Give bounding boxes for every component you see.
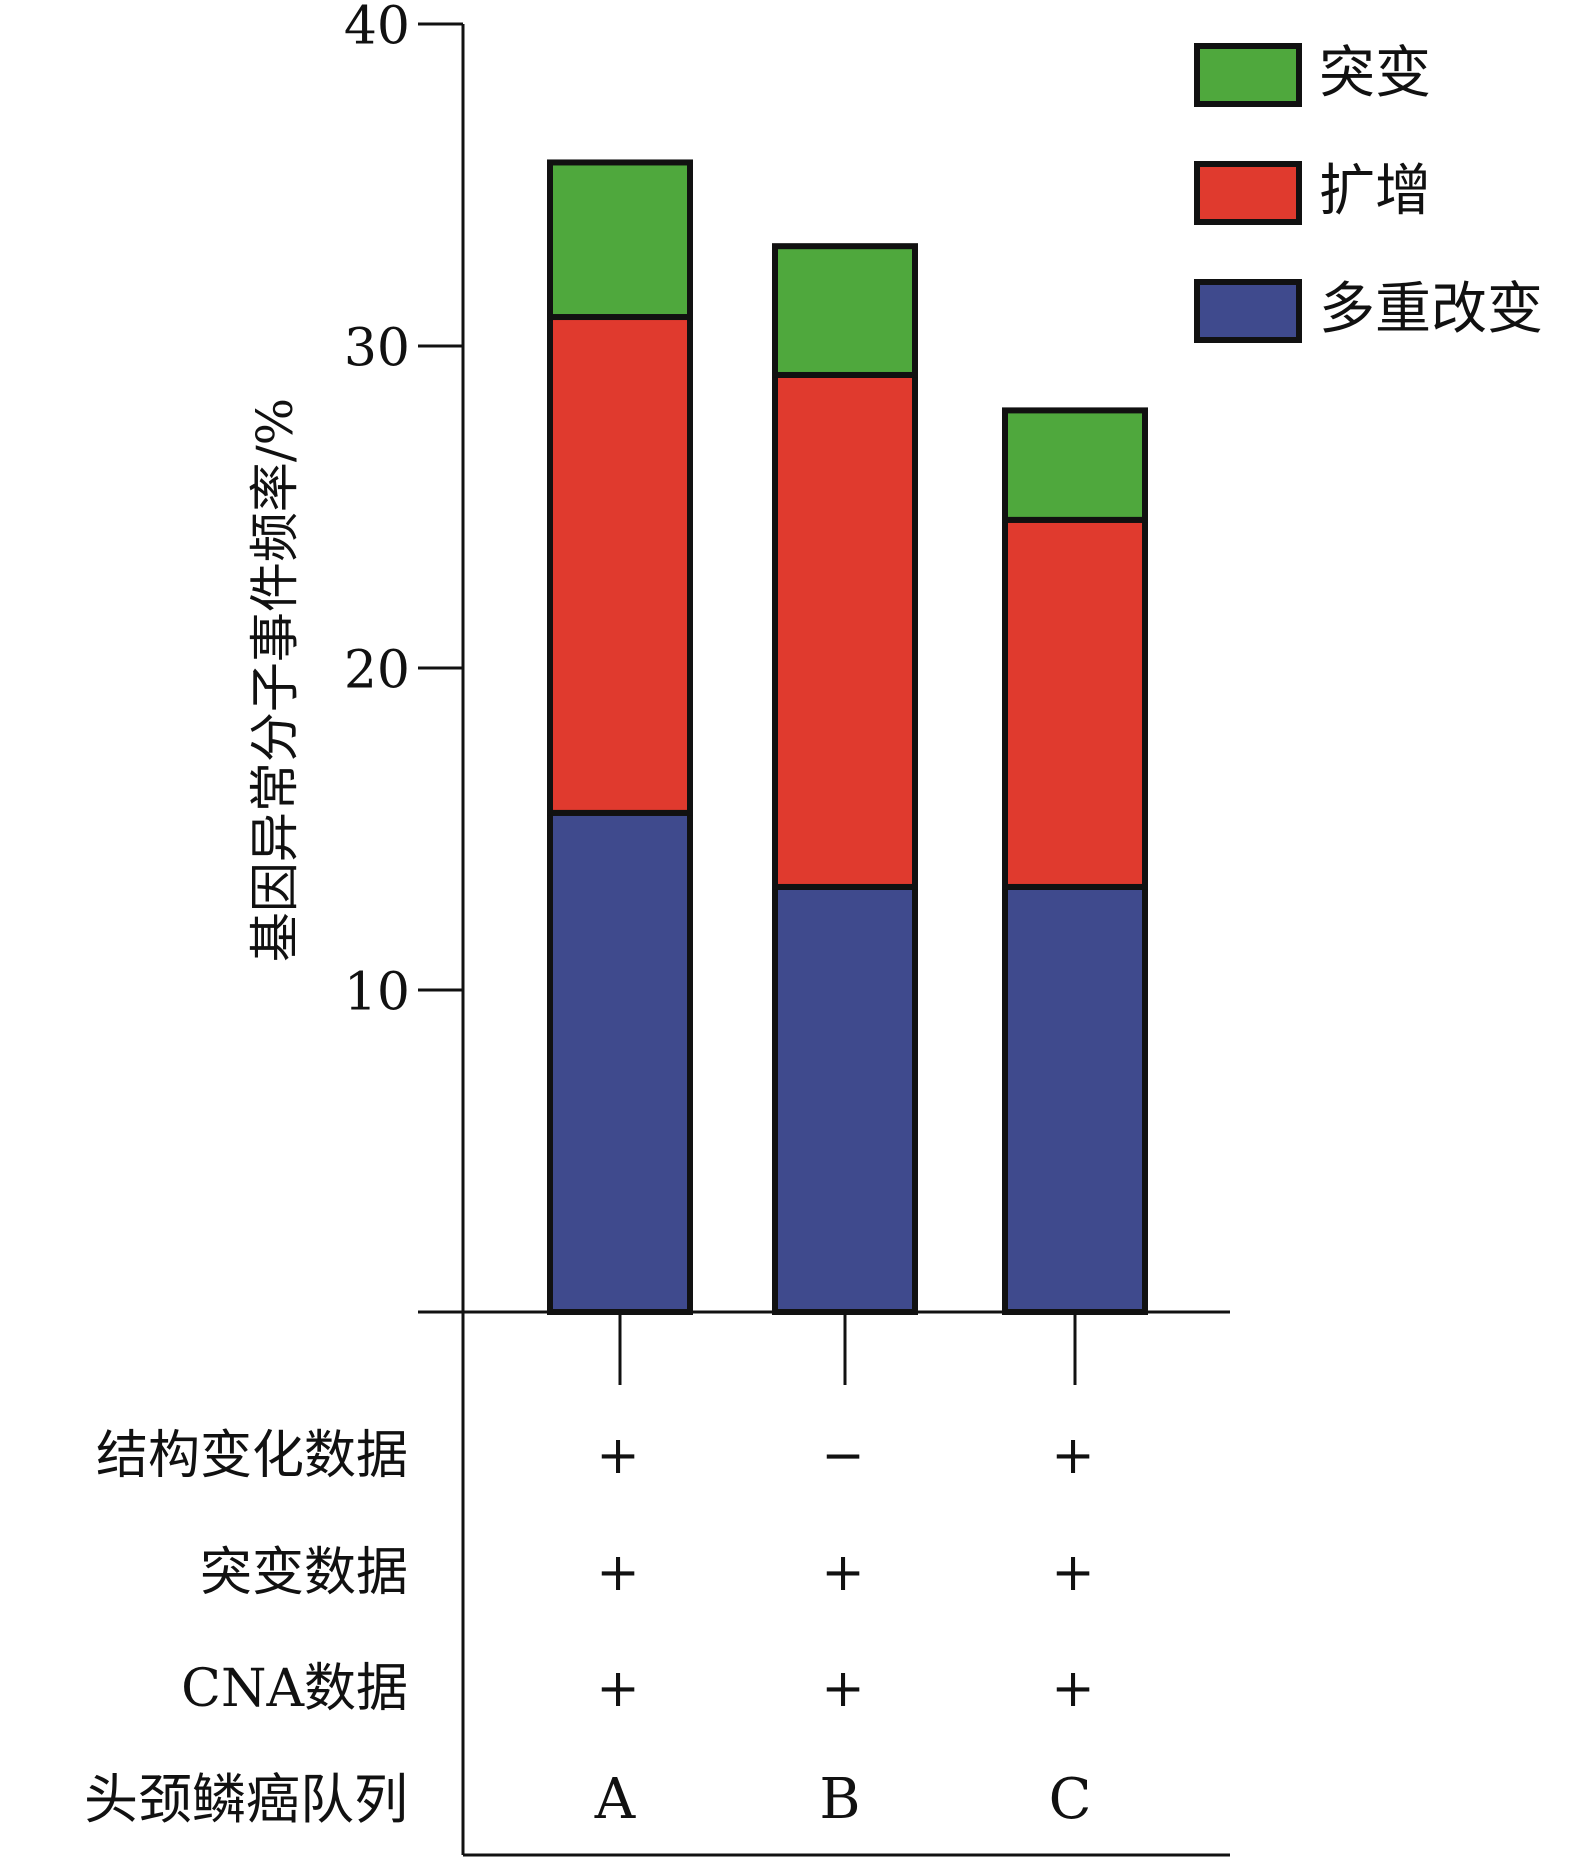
legend-swatch bbox=[1194, 161, 1302, 225]
table-cell: B bbox=[819, 1767, 860, 1832]
feature-table: 结构变化数据 + − + 突变数据 + + + CNA数据 + + + 头颈鳞癌队列 A B C bbox=[84, 1312, 1230, 1857]
y-tick-label: 10 bbox=[344, 963, 410, 1023]
y-axis-title: 基因异常分子事件频率/% bbox=[246, 398, 304, 962]
table-cell: + bbox=[821, 1659, 865, 1719]
legend-label: 多重改变 bbox=[1319, 277, 1543, 342]
table-row-label: 头颈鳞癌队列 bbox=[84, 1768, 408, 1831]
legend-swatch bbox=[1194, 43, 1302, 107]
axes: 10 20 30 40 基因异常分子事件频率/% bbox=[246, 0, 1230, 1385]
table-cell: + bbox=[821, 1543, 865, 1603]
table-row-label: 突变数据 bbox=[200, 1543, 408, 1603]
table-cell: + bbox=[1051, 1426, 1095, 1486]
bar-segment bbox=[772, 883, 918, 1316]
legend-label: 突变 bbox=[1319, 41, 1431, 106]
table-cell: − bbox=[821, 1426, 865, 1486]
y-tick-label: 20 bbox=[344, 641, 410, 701]
table-cell: A bbox=[594, 1767, 636, 1832]
y-tick-label: 40 bbox=[344, 0, 410, 57]
bar-segment bbox=[547, 809, 693, 1316]
table-row-label: CNA数据 bbox=[181, 1659, 408, 1719]
bars bbox=[547, 159, 1148, 1316]
bar-segment bbox=[772, 243, 918, 378]
y-tick-label: 30 bbox=[344, 319, 410, 379]
bar-segment bbox=[1002, 883, 1148, 1316]
bar-segment bbox=[1002, 407, 1148, 523]
legend-label: 扩增 bbox=[1319, 159, 1431, 224]
table-cell: C bbox=[1049, 1767, 1092, 1832]
bar-segment bbox=[547, 314, 693, 816]
table-cell: + bbox=[1051, 1543, 1095, 1603]
bar-segment bbox=[772, 371, 918, 890]
table-cell: + bbox=[1051, 1659, 1095, 1719]
legend-swatch bbox=[1194, 279, 1302, 343]
table-row-label: 结构变化数据 bbox=[96, 1426, 408, 1486]
table-cell: + bbox=[596, 1659, 640, 1719]
table-cell: + bbox=[596, 1426, 640, 1486]
table-cell: + bbox=[596, 1543, 640, 1603]
bar-segment bbox=[547, 159, 693, 321]
bar-segment bbox=[1002, 516, 1148, 890]
